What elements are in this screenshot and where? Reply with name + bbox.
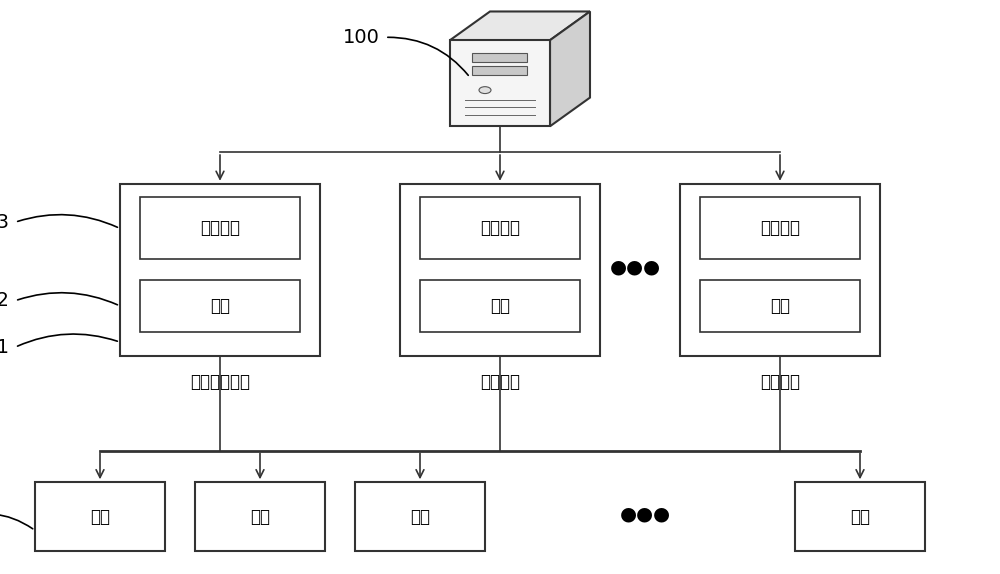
Bar <box>795 482 925 551</box>
Text: 103: 103 <box>0 213 10 232</box>
Text: 从机: 从机 <box>410 507 430 526</box>
Bar <box>140 197 300 259</box>
Text: 目标主控设备: 目标主控设备 <box>190 373 250 391</box>
Text: ●●●: ●●● <box>610 257 660 277</box>
Text: 100: 100 <box>343 28 380 47</box>
Circle shape <box>479 87 491 94</box>
Text: 从机: 从机 <box>90 507 110 526</box>
FancyArrowPatch shape <box>18 334 117 346</box>
Bar <box>140 280 300 332</box>
Bar <box>35 482 165 551</box>
Bar <box>420 280 580 332</box>
Text: 从机: 从机 <box>850 507 870 526</box>
Text: 主机: 主机 <box>770 297 790 315</box>
Bar <box>195 482 325 551</box>
Polygon shape <box>472 66 527 75</box>
Bar <box>120 184 320 356</box>
Bar <box>700 280 860 332</box>
FancyArrowPatch shape <box>18 215 117 227</box>
Text: 主机: 主机 <box>490 297 510 315</box>
FancyArrowPatch shape <box>0 514 33 529</box>
Text: 101: 101 <box>0 338 10 357</box>
Text: 主控设备: 主控设备 <box>760 373 800 391</box>
Text: 外接设备: 外接设备 <box>480 219 520 238</box>
Text: 主控设备: 主控设备 <box>480 373 520 391</box>
Bar <box>680 184 880 356</box>
Bar <box>355 482 485 551</box>
Text: 外接设备: 外接设备 <box>200 219 240 238</box>
Text: 外接设备: 外接设备 <box>760 219 800 238</box>
Polygon shape <box>450 11 590 40</box>
Polygon shape <box>550 11 590 126</box>
Text: 102: 102 <box>0 291 10 311</box>
FancyArrowPatch shape <box>388 37 468 75</box>
Text: ●●●: ●●● <box>620 504 670 523</box>
Bar <box>700 197 860 259</box>
Polygon shape <box>450 40 550 126</box>
Polygon shape <box>472 53 527 62</box>
Text: 主机: 主机 <box>210 297 230 315</box>
Bar <box>420 197 580 259</box>
Text: 从机: 从机 <box>250 507 270 526</box>
FancyArrowPatch shape <box>18 293 117 305</box>
Bar <box>400 184 600 356</box>
